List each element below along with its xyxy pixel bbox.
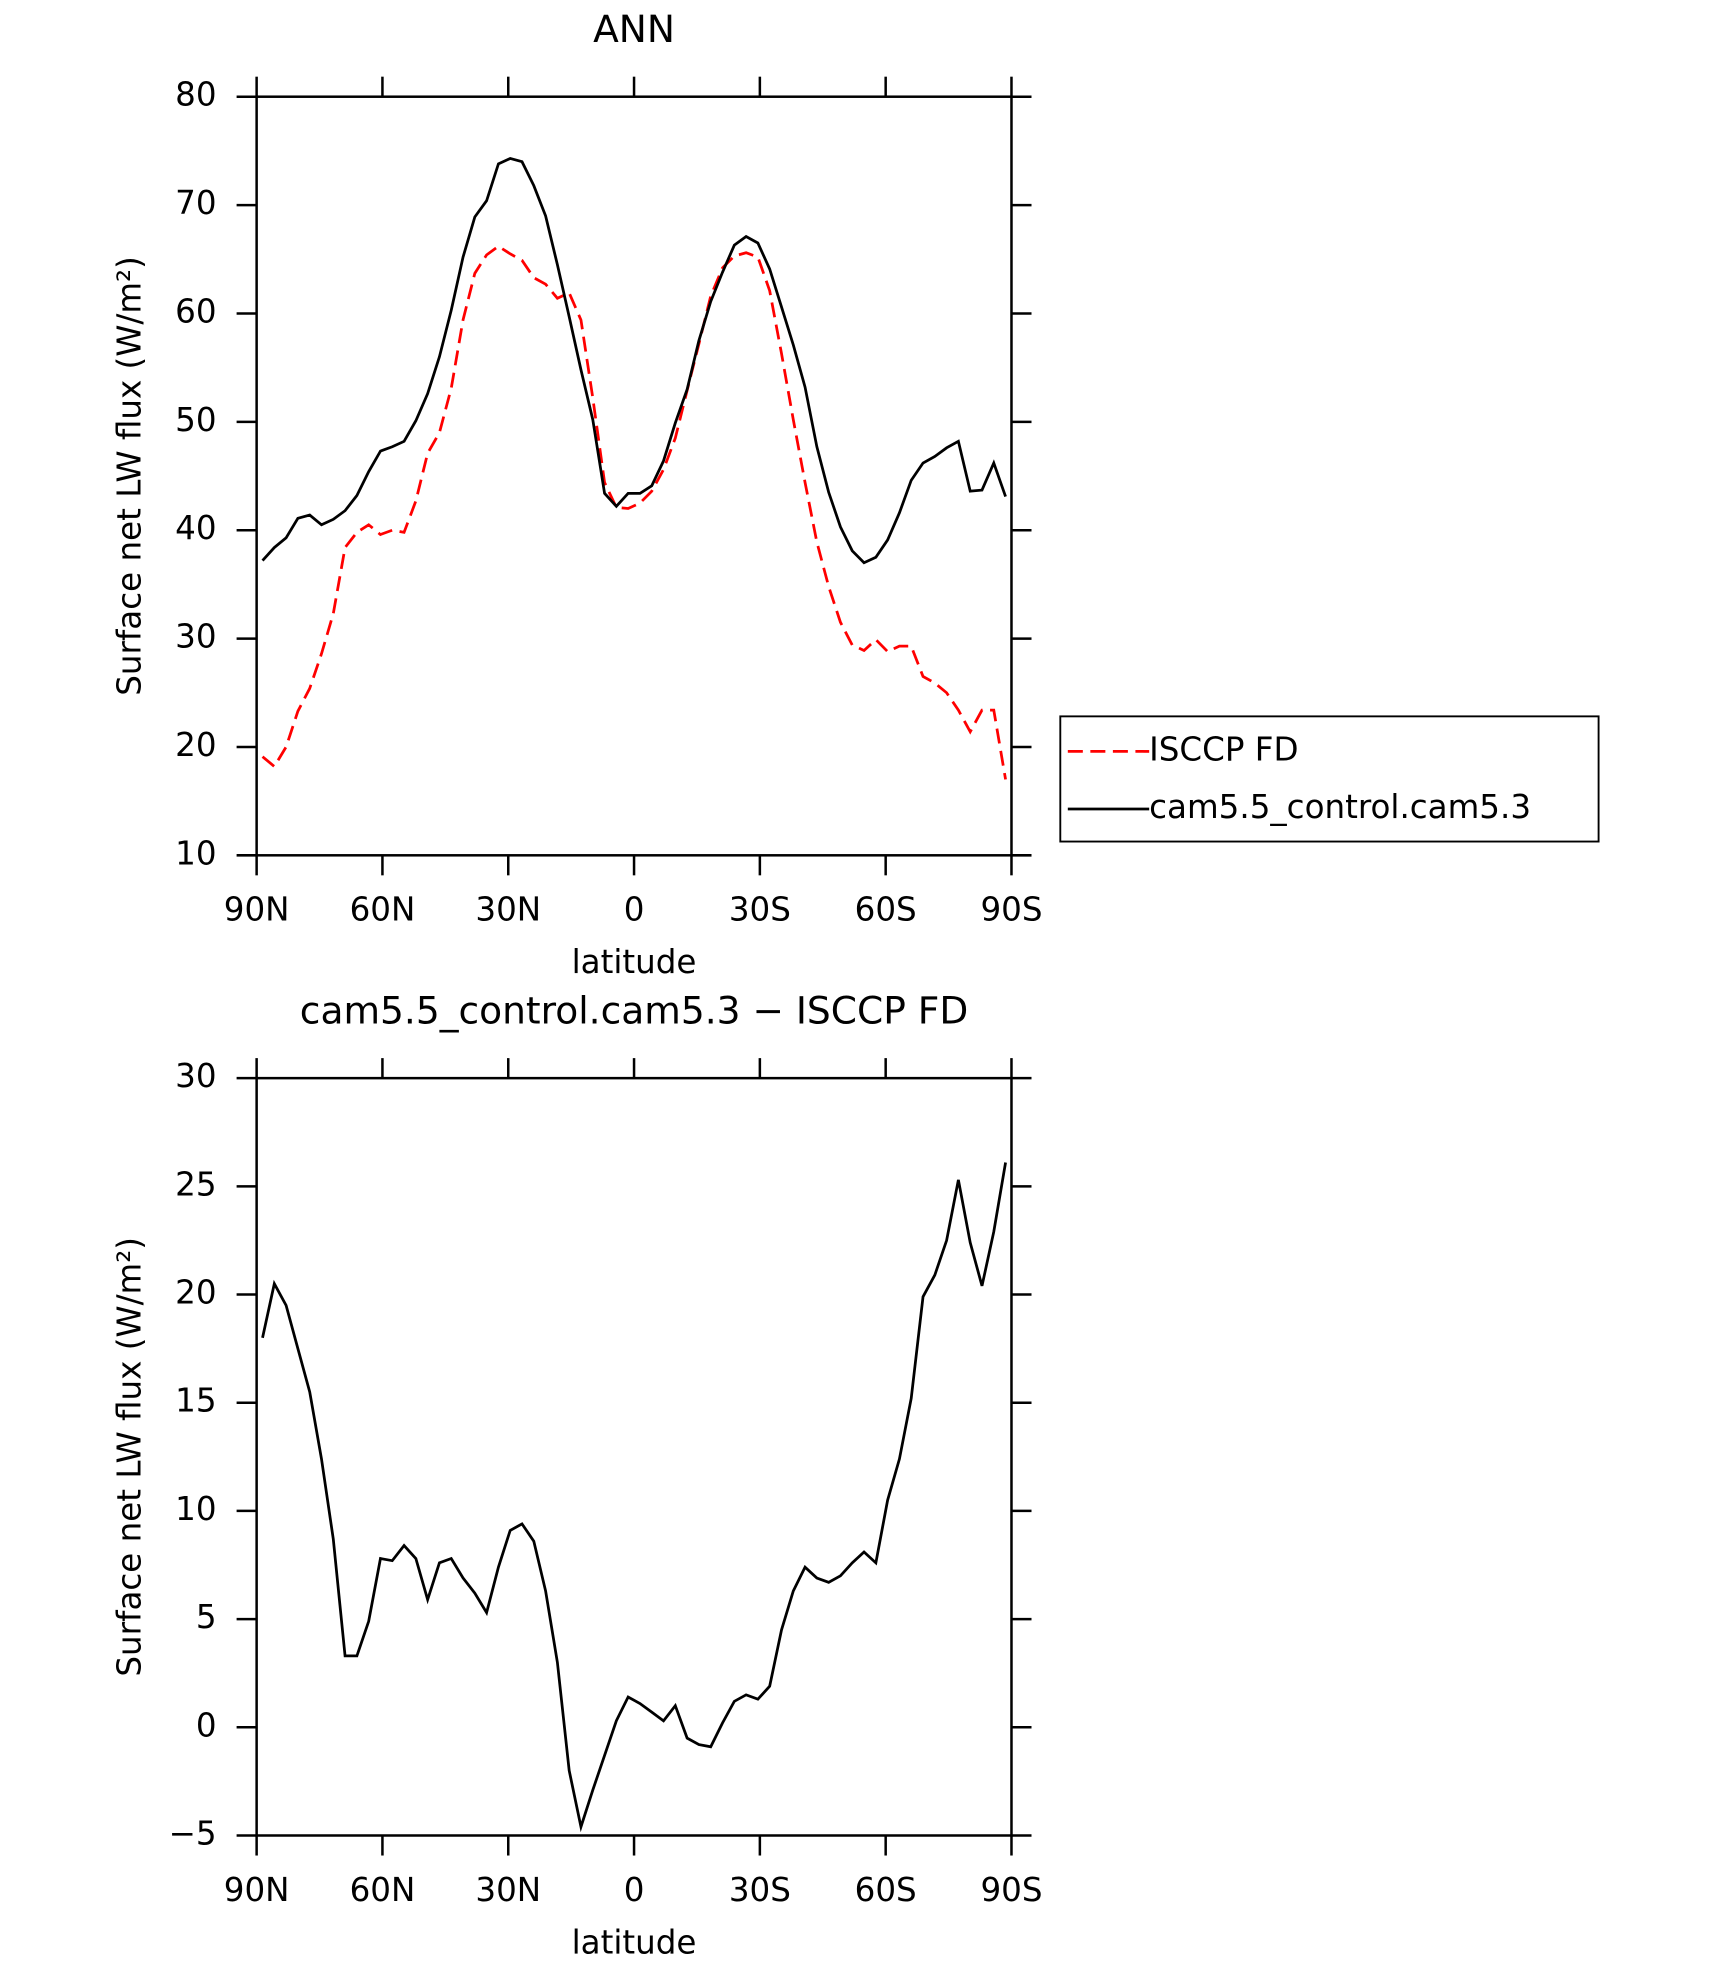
y-tick-label: 5: [196, 1598, 217, 1636]
x-tick-label: 60N: [350, 1871, 416, 1909]
x-tick-label: 60S: [855, 891, 917, 929]
x-tick-label: 0: [624, 891, 645, 929]
x-tick-label: 90S: [980, 1871, 1042, 1909]
x-tick-label: 60S: [855, 1871, 917, 1909]
y-tick-label: 70: [175, 184, 216, 222]
x-tick-label: 30S: [729, 891, 791, 929]
plot-frame: [255, 1076, 1013, 1837]
legend-box: [1059, 715, 1600, 843]
plot-frame: [255, 95, 1013, 857]
y-axis-label: Surface net LW flux (W/m²): [110, 256, 148, 696]
y-tick-label: 40: [175, 509, 216, 547]
x-tick-label: 90N: [224, 1871, 290, 1909]
y-tick-label: 60: [175, 292, 216, 330]
x-tick-label: 30S: [729, 1871, 791, 1909]
y-tick-label: 10: [175, 834, 216, 872]
y-tick-label: 80: [175, 76, 216, 114]
y-tick-label: −5: [169, 1814, 217, 1852]
y-tick-label: 20: [175, 1274, 216, 1312]
x-tick-label: 30N: [475, 891, 541, 929]
y-axis-label: Surface net LW flux (W/m²): [110, 1237, 148, 1677]
series-line: [261, 157, 1007, 565]
x-tick-label: 0: [624, 1871, 645, 1909]
y-tick-label: 10: [175, 1490, 216, 1528]
y-tick-label: 0: [196, 1706, 217, 1744]
y-tick-label: 25: [175, 1165, 216, 1203]
y-tick-label: 50: [175, 401, 216, 439]
legend-label: cam5.5_control.cam5.3: [1149, 788, 1531, 826]
x-axis-label: latitude: [572, 1923, 697, 1961]
chart-title: ANN: [593, 7, 675, 51]
x-tick-label: 60N: [350, 891, 416, 929]
y-tick-label: 30: [175, 1057, 216, 1095]
series-line: [261, 244, 1007, 780]
chart-title: cam5.5_control.cam5.3 − ISCCP FD: [300, 989, 969, 1033]
legend-label: ISCCP FD: [1149, 730, 1298, 768]
x-tick-label: 90N: [224, 891, 290, 929]
y-tick-label: 30: [175, 618, 216, 656]
x-tick-label: 90S: [980, 891, 1042, 929]
series-line: [261, 1162, 1007, 1833]
x-axis-label: latitude: [572, 943, 697, 981]
y-tick-label: 15: [175, 1382, 216, 1420]
y-tick-label: 20: [175, 726, 216, 764]
x-tick-label: 30N: [475, 1871, 541, 1909]
